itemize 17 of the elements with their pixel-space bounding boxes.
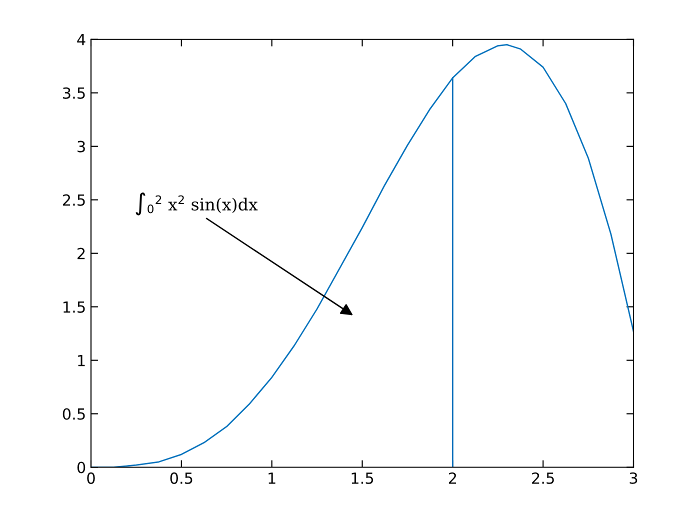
annotation: ∫$_{0}$$^{2}$ x$^{2}$ sin(x)dx	[136, 192, 258, 216]
y-tick-label: 3.5	[63, 87, 85, 99]
y-tick-label: 2.5	[62, 194, 85, 206]
y-tick-label: 0	[77, 462, 86, 474]
x-tick-label: 0	[87, 472, 95, 484]
y-tick-label: 0.5	[62, 408, 85, 420]
y-tick-label: 2	[78, 248, 85, 260]
x-tick-label: 1.5	[352, 472, 374, 484]
y-tick-label: 1	[78, 354, 85, 366]
x-tick-label: 3	[630, 472, 638, 484]
x-tick-label: 1	[268, 472, 276, 484]
y-tick-label: 3	[78, 140, 85, 152]
x-tick-label: 2	[448, 472, 456, 484]
x-tick-label: 2.5	[532, 472, 554, 484]
x-tick-label: 0.5	[170, 472, 192, 484]
y-tick-label: 1.5	[64, 301, 85, 313]
y-tick-label: 4	[77, 34, 86, 46]
